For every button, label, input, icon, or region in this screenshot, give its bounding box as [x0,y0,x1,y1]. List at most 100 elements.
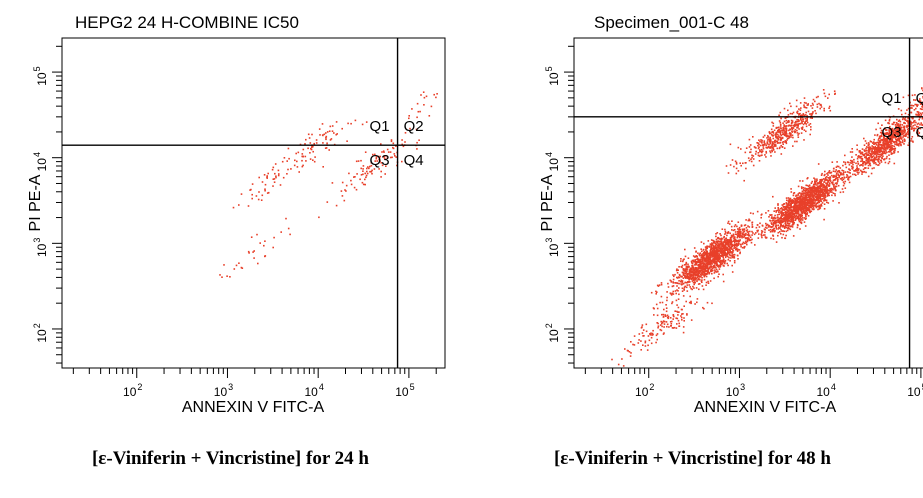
data-point [701,256,703,258]
data-point [878,149,880,152]
data-point [736,230,739,233]
data-point [748,226,751,228]
data-point [689,270,692,273]
data-point [788,219,790,221]
data-point [305,160,307,162]
data-point [699,252,702,254]
data-point [810,206,813,209]
data-point [754,153,757,155]
data-point [761,225,764,227]
data-point [418,139,420,141]
data-point [730,251,733,253]
data-point [701,250,703,253]
data-point [801,192,803,194]
data-point [903,143,905,145]
data-point [779,218,782,220]
data-point [781,208,784,210]
data-point [723,258,725,260]
data-point [728,239,731,242]
data-point [808,207,810,210]
data-point [823,197,826,200]
data-point [879,153,881,156]
data-point [354,176,356,178]
data-point [860,164,863,166]
data-point [719,261,722,263]
data-point [703,269,705,271]
data-point [701,273,703,276]
data-point [741,243,744,245]
data-point [792,209,794,212]
data-point [685,286,688,289]
data-point [828,190,830,192]
data-point [872,159,875,161]
data-point [780,214,783,217]
data-point [705,248,707,250]
data-point [382,150,385,152]
data-point [708,260,711,263]
data-point [913,121,915,124]
data-point [820,194,822,197]
data-point [721,254,724,256]
data-point [801,196,803,198]
data-point [812,205,814,208]
data-point [895,129,898,132]
data-point [736,239,738,242]
data-point [865,147,867,150]
data-point [390,139,393,141]
data-point [894,143,896,146]
data-point [894,136,896,139]
data-point [266,176,268,179]
data-point [826,188,828,190]
data-point [856,168,859,170]
data-point [761,144,764,146]
data-point [829,109,832,112]
data-point [791,216,794,218]
data-point [789,203,791,205]
data-point [779,123,782,126]
data-point [360,159,362,162]
data-point [761,232,763,234]
data-point [914,119,916,122]
data-point [789,132,791,134]
data-point [795,208,797,211]
data-point [280,231,282,233]
data-point [865,171,867,174]
data-point [295,152,297,155]
data-point [716,249,718,252]
data-point [872,151,875,154]
data-point [824,95,827,98]
data-point [895,131,898,134]
data-point [785,224,787,226]
data-point [841,169,843,172]
data-point [890,141,892,144]
data-point [699,265,702,268]
data-point [783,208,785,210]
data-point [722,273,724,276]
data-point [706,254,708,257]
data-point [920,122,922,124]
data-point [803,97,806,99]
data-point [715,256,718,258]
data-point [644,341,647,344]
data-point [833,176,835,178]
data-point [808,186,811,189]
data-point [796,212,798,215]
data-point [809,133,811,136]
data-point [784,215,786,217]
data-point [758,160,761,162]
data-point [749,230,751,233]
data-point [297,151,300,154]
data-point [785,213,787,215]
data-point [855,162,857,165]
data-point [645,323,648,326]
data-point [790,133,792,135]
data-point [919,98,921,100]
data-point [709,249,712,252]
data-point [718,253,721,255]
data-point [675,299,678,302]
data-point [852,166,854,168]
data-point [830,189,833,192]
data-point [880,153,883,155]
data-point [685,262,687,265]
data-point [309,158,312,160]
